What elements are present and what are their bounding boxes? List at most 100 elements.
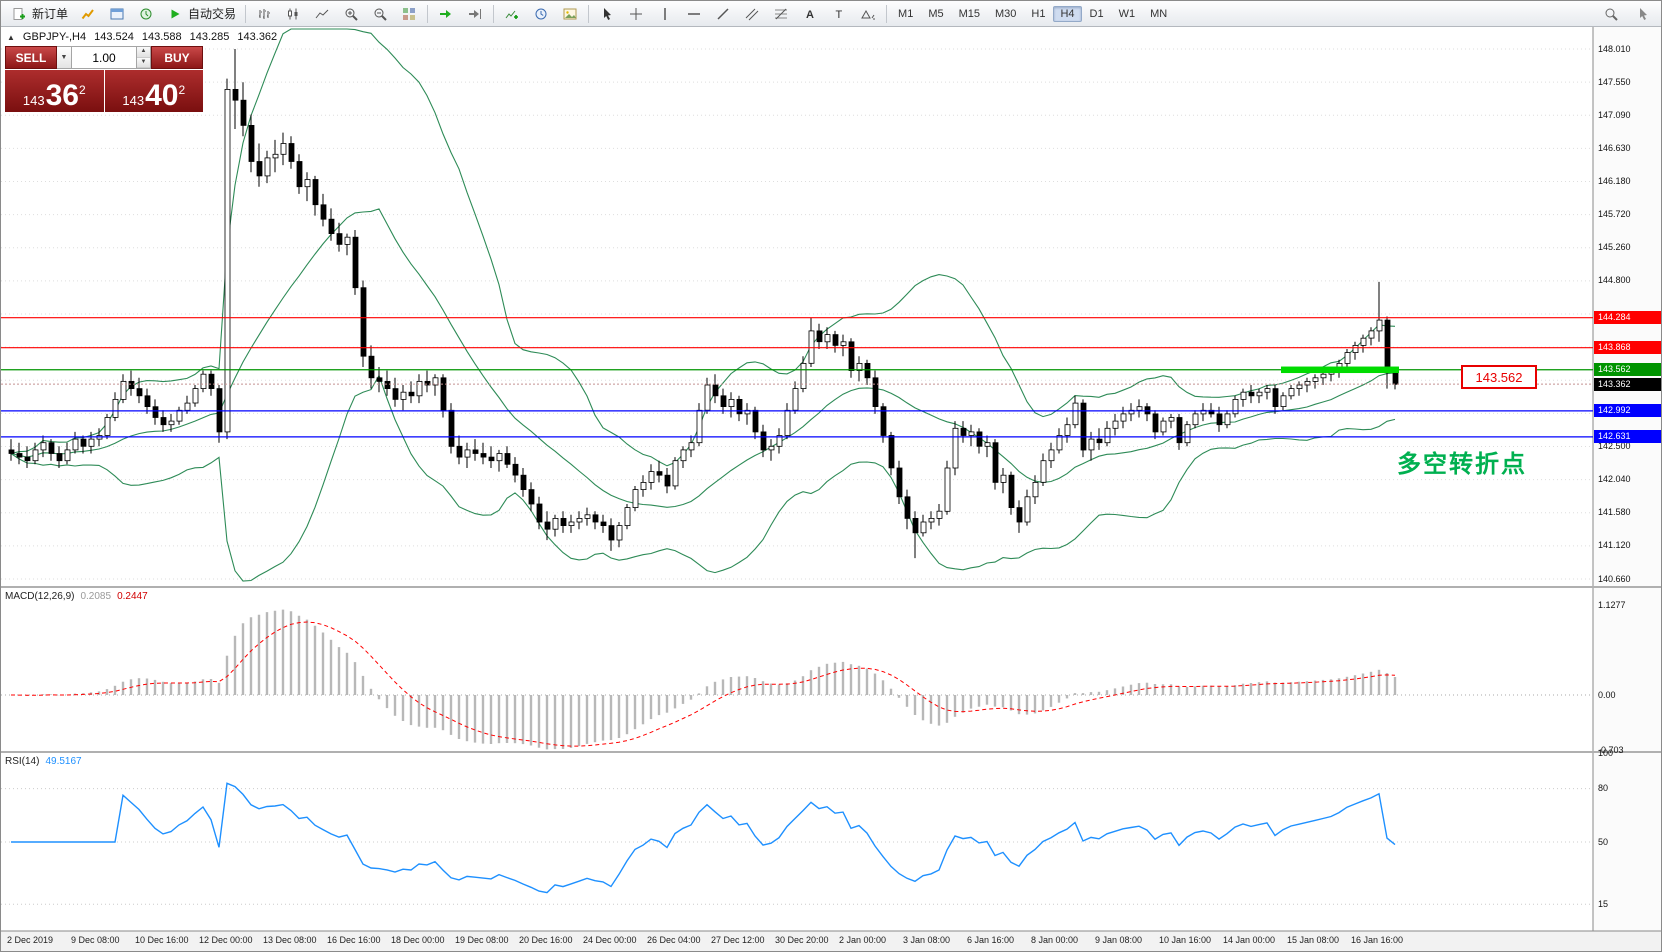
y-axis-label: 145.260 xyxy=(1598,241,1631,252)
zoom-in-icon[interactable] xyxy=(337,2,365,26)
price-badge: 143.562 xyxy=(1594,363,1661,377)
pointer-icon[interactable] xyxy=(1629,2,1657,26)
price-badge: 143.868 xyxy=(1594,341,1661,355)
timeframe-w1[interactable]: W1 xyxy=(1112,6,1143,22)
price-badge: 142.631 xyxy=(1594,430,1661,444)
collapse-arrow-icon[interactable]: ▲ xyxy=(7,32,15,42)
lot-stepper: ▲ ▼ xyxy=(137,46,151,69)
rsi-scale-label: 50 xyxy=(1598,836,1609,847)
new-order-button[interactable]: 新订单 xyxy=(5,2,73,26)
toolbar: 新订单 自动交易 A T M1 M5 xyxy=(1,1,1661,27)
market-watch-icon[interactable] xyxy=(74,2,102,26)
timeframe-h4[interactable]: H4 xyxy=(1053,5,1082,22)
x-axis-label: 6 Jan 16:00 xyxy=(967,935,1015,945)
candlestick-chart-icon[interactable] xyxy=(279,2,307,26)
price-badge: 144.284 xyxy=(1594,311,1661,325)
y-axis-label: 147.090 xyxy=(1598,109,1631,120)
toolbar-separator xyxy=(588,4,590,23)
timeframe-m1[interactable]: M1 xyxy=(891,6,920,22)
y-axis-label: 146.630 xyxy=(1598,143,1631,153)
macd-label: MACD(12,26,9) 0.2085 0.2447 xyxy=(5,591,148,602)
bar-chart-icon[interactable] xyxy=(250,2,278,26)
buy-price-box[interactable]: 143 40 2 xyxy=(104,70,203,112)
search-icon[interactable] xyxy=(1597,2,1625,26)
text-icon[interactable]: A xyxy=(796,2,824,26)
pane-separator[interactable] xyxy=(1,585,1661,589)
lot-increase-icon[interactable]: ▲ xyxy=(137,47,150,58)
tile-windows-icon[interactable] xyxy=(395,2,423,26)
data-window-icon[interactable] xyxy=(103,2,131,26)
cursor-icon[interactable] xyxy=(593,2,621,26)
timeframe-mn[interactable]: MN xyxy=(1143,6,1174,22)
ohlc-low: 143.285 xyxy=(189,31,230,43)
crosshair-icon[interactable] xyxy=(622,2,650,26)
y-axis-label: 147.550 xyxy=(1598,76,1631,87)
chart-area[interactable] xyxy=(1,27,1593,586)
shapes-icon[interactable] xyxy=(854,2,882,26)
horizontal-line-icon[interactable] xyxy=(680,2,708,26)
autotrading-button[interactable]: 自动交易 xyxy=(161,2,241,26)
x-axis-label: 10 Jan 16:00 xyxy=(1159,935,1212,945)
macd-value-main: 0.2085 xyxy=(80,591,112,602)
timeframe-m15[interactable]: M15 xyxy=(952,6,987,22)
x-axis-label: 20 Dec 16:00 xyxy=(519,935,573,945)
x-axis-label: 8 Jan 00:00 xyxy=(1031,935,1079,945)
zoom-out-icon[interactable] xyxy=(366,2,394,26)
channel-icon[interactable] xyxy=(738,2,766,26)
x-axis-label: 30 Dec 20:00 xyxy=(775,935,829,945)
x-axis-label: 15 Jan 08:00 xyxy=(1287,935,1340,945)
periods-icon[interactable] xyxy=(527,2,555,26)
y-axis-label: 142.040 xyxy=(1598,474,1631,484)
sell-price-sup: 2 xyxy=(78,83,86,97)
y-axis-label: 148.010 xyxy=(1598,43,1631,54)
lot-dropdown[interactable]: ▼ xyxy=(57,46,72,69)
templates-icon[interactable] xyxy=(556,2,584,26)
fibonacci-icon[interactable] xyxy=(767,2,795,26)
macd-scale-label: 0.00 xyxy=(1598,689,1616,700)
indicators-icon[interactable] xyxy=(498,2,526,26)
x-axis-label: 16 Dec 16:00 xyxy=(327,935,381,945)
toolbar-separator xyxy=(493,4,495,23)
y-axis-label: 145.720 xyxy=(1598,208,1631,219)
timeframe-h1[interactable]: H1 xyxy=(1024,6,1052,22)
new-order-icon xyxy=(10,5,28,23)
sell-price-prefix: 143 xyxy=(22,93,45,108)
navigator-icon[interactable] xyxy=(132,2,160,26)
x-axis-label: 9 Dec 08:00 xyxy=(71,935,120,945)
sell-button[interactable]: SELL xyxy=(5,46,57,69)
sell-price-big: 36 xyxy=(45,79,79,112)
x-axis-label: 16 Jan 16:00 xyxy=(1351,935,1404,945)
rsi-pane[interactable] xyxy=(1,753,1593,931)
buy-button[interactable]: BUY xyxy=(151,46,203,69)
timeframe-m5[interactable]: M5 xyxy=(921,6,950,22)
ohlc-high: 143.588 xyxy=(141,31,182,43)
x-axis-label: 2 Jan 00:00 xyxy=(839,935,887,945)
macd-value-signal: 0.2447 xyxy=(117,591,148,602)
lot-decrease-icon[interactable]: ▼ xyxy=(137,57,150,68)
chart-shift-icon[interactable] xyxy=(461,2,489,26)
macd-scale-label: -0.703 xyxy=(1598,744,1624,755)
symbol-name: GBPJPY-,H4 xyxy=(22,31,87,43)
timeframe-d1[interactable]: D1 xyxy=(1083,6,1111,22)
x-axis-label: 19 Dec 08:00 xyxy=(455,935,509,945)
pane-separator[interactable] xyxy=(1,750,1661,754)
price-callout[interactable]: 143.562 xyxy=(1461,365,1537,389)
auto-scroll-icon[interactable] xyxy=(432,2,460,26)
trendline-icon[interactable] xyxy=(709,2,737,26)
line-chart-icon[interactable] xyxy=(308,2,336,26)
chevron-down-icon: ▼ xyxy=(60,54,68,61)
y-axis-label: 141.580 xyxy=(1598,507,1631,518)
macd-pane[interactable] xyxy=(1,588,1593,751)
annotation-text[interactable]: 多空转折点 xyxy=(1397,451,1527,478)
timeframe-m30[interactable]: M30 xyxy=(988,6,1023,22)
price-badge: 142.992 xyxy=(1594,404,1661,418)
vertical-line-icon[interactable] xyxy=(651,2,679,26)
text-label-icon[interactable]: T xyxy=(825,2,853,26)
buy-price-big: 40 xyxy=(145,79,179,112)
y-axis-label: 142.500 xyxy=(1598,440,1631,451)
sell-price-box[interactable]: 143 36 2 xyxy=(5,70,104,112)
x-axis-label: 14 Jan 00:00 xyxy=(1223,935,1276,945)
lot-size-input[interactable] xyxy=(72,46,137,69)
